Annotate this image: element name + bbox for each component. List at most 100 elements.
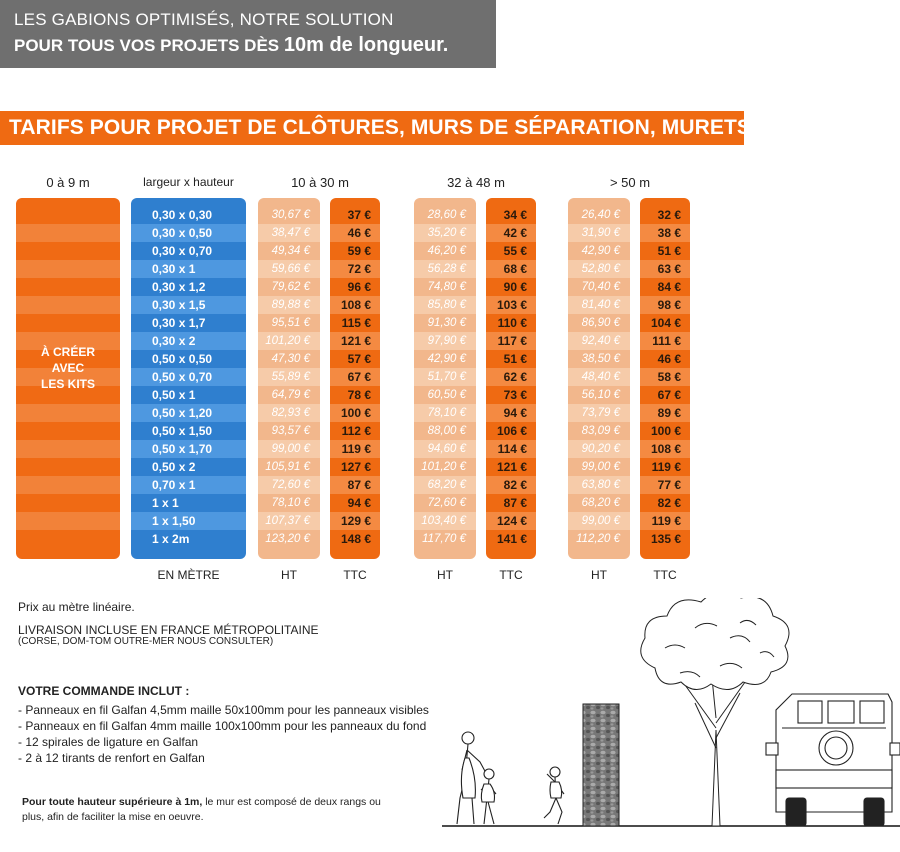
banner-line-1: LES GABIONS OPTIMISÉS, NOTRE SOLUTION (14, 10, 394, 29)
price-ttc-cell: 127 € (340, 460, 371, 474)
ht-column-range-3: 26,40 € 31,90 € 42,90 € 52,80 € 70,40 € 81,40… (568, 198, 630, 559)
price-ht-cell: 72,60 € (427, 497, 466, 509)
price-ht-cell: 64,79 € (271, 389, 310, 401)
price-ht-cell: 123,20 € (265, 533, 310, 545)
price-ht-cell: 56,10 € (581, 389, 620, 401)
price-ht-cell: 46,20 € (427, 245, 466, 257)
price-ht-cell: 82,93 € (258, 404, 320, 422)
price-ttc-cell: 115 € (341, 316, 371, 330)
dimensions-column: 0,30 x 0,30 0,30 x 0,50 0,30 x 0,70 0,30 x … (131, 198, 246, 559)
price-ht-cell: 117,70 € (422, 533, 466, 545)
price-ht-cell: 81,40 € (568, 296, 630, 314)
price-ht-cell: 78,10 € (271, 497, 310, 509)
dimension-cell: 1 x 1,50 (131, 512, 246, 530)
price-ttc-cell: 148 € (340, 532, 371, 546)
price-ttc-cell: 59 € (347, 244, 371, 258)
height-note: Pour toute hauteur supérieure à 1m, le m… (22, 795, 382, 825)
header-dimensions: largeur x hauteur (143, 175, 234, 189)
order-items-list: - Panneaux en fil Galfan 4,5mm maille 50… (18, 702, 429, 766)
price-ttc-cell: 87 € (503, 496, 527, 510)
price-ttc-cell: 114 € (486, 440, 536, 458)
kits-column: À CRÉER AVEC LES KITS (16, 198, 120, 559)
price-ttc-cell: 46 € (657, 352, 681, 366)
kits-stripe (16, 368, 120, 386)
order-title: VOTRE COMMANDE INCLUT : (18, 684, 190, 698)
price-ht-cell: 79,62 € (271, 281, 310, 293)
price-ht-cell: 86,90 € (581, 317, 620, 329)
price-ttc-cell: 37 € (347, 208, 371, 222)
price-ht-cell: 101,20 € (258, 332, 320, 350)
kits-stripe (16, 224, 120, 242)
price-ttc-cell: 106 € (496, 424, 527, 438)
price-ttc-cell: 121 € (330, 332, 380, 350)
price-ht-cell: 31,90 € (568, 224, 630, 242)
dimension-cell: 0,50 x 2 (152, 460, 196, 474)
list-item: - 12 spirales de ligature en Galfan (18, 735, 199, 749)
banner-line-2-prefix: POUR TOUS VOS PROJETS DÈS (14, 36, 280, 55)
price-ttc-cell: 111 € (640, 332, 690, 350)
header-range-2: 32 à 48 m (447, 175, 505, 190)
price-ttc-cell: 117 € (486, 332, 536, 350)
price-ht-cell: 94,60 € (414, 440, 476, 458)
dimension-cell: 0,50 x 1,50 (152, 424, 213, 438)
price-ttc-cell: 110 € (497, 316, 527, 330)
footer-ttc: TTC (343, 568, 367, 582)
price-ttc-cell: 94 € (347, 496, 371, 510)
price-ttc-cell: 34 € (503, 208, 527, 222)
kits-label-line: AVEC (51, 361, 85, 375)
dimension-cell: 1 x 1 (152, 496, 179, 510)
price-ttc-cell: 72 € (330, 260, 380, 278)
price-ht-cell: 83,09 € (581, 425, 620, 437)
price-ttc-cell: 77 € (640, 476, 690, 494)
dimension-cell: 0,50 x 1,20 (131, 404, 246, 422)
price-ttc-cell: 98 € (640, 296, 690, 314)
dimension-cell: 0,50 x 0,70 (131, 368, 246, 386)
gabion-wall (582, 703, 620, 827)
kits-stripe (16, 440, 120, 458)
dimension-cell: 1 x 2m (152, 532, 190, 546)
kits-stripe (16, 476, 120, 494)
price-ht-cell: 70,40 € (581, 281, 620, 293)
header-range-1: 10 à 30 m (291, 175, 349, 190)
kits-label-line: LES KITS (40, 377, 95, 391)
price-ttc-cell: 119 € (651, 460, 681, 474)
price-ttc-cell: 96 € (347, 280, 371, 294)
price-ttc-cell: 135 € (650, 532, 681, 546)
kits-stripe (16, 260, 120, 278)
price-ht-cell: 89,88 € (258, 296, 320, 314)
price-ht-cell: 35,20 € (414, 224, 476, 242)
list-item: - 2 à 12 tirants de renfort en Galfan (18, 751, 205, 765)
price-ttc-cell: 63 € (640, 260, 690, 278)
price-ttc-cell: 104 € (650, 316, 681, 330)
price-ttc-cell: 51 € (657, 244, 681, 258)
dimension-cell: 0,30 x 0,70 (152, 244, 213, 258)
gabion-wall-illustration (442, 598, 900, 827)
price-ht-cell: 73,79 € (568, 404, 630, 422)
price-ht-cell: 99,00 € (568, 512, 630, 530)
price-ttc-cell: 112 € (341, 424, 371, 438)
price-ttc-cell: 89 € (640, 404, 690, 422)
price-ttc-cell: 78 € (347, 388, 371, 402)
price-ttc-cell: 100 € (330, 404, 380, 422)
banner-line-2: POUR TOUS VOS PROJETS DÈS 10m de longueu… (14, 34, 448, 57)
price-ht-cell: 99,00 € (581, 461, 620, 473)
banner-line-2-big: 10m de longueur. (283, 34, 449, 56)
price-ht-cell: 48,40 € (568, 368, 630, 386)
price-ht-cell: 42,90 € (581, 245, 620, 257)
delivery-subnote: (CORSE, DOM-TOM OUTRE-MER NOUS CONSULTER… (18, 636, 274, 647)
price-ht-cell: 112,20 € (576, 533, 620, 545)
footer-dimensions: EN MÈTRE (157, 568, 220, 582)
dimension-cell: 0,30 x 0,30 (152, 208, 213, 222)
dimension-cell: 0,30 x 2 (131, 332, 246, 350)
price-ht-cell: 38,50 € (581, 353, 620, 365)
dimension-cell: 0,30 x 1 (131, 260, 246, 278)
price-ttc-cell: 100 € (650, 424, 681, 438)
price-ttc-cell: 90 € (503, 280, 527, 294)
price-ht-cell: 107,37 € (258, 512, 320, 530)
footer-ttc: TTC (499, 568, 523, 582)
dimension-cell: 0,50 x 1,70 (131, 440, 246, 458)
price-ht-cell: 103,40 € (414, 512, 476, 530)
dimension-cell: 0,70 x 1 (131, 476, 246, 494)
tree-icon (640, 598, 790, 827)
delivery-note: LIVRAISON INCLUSE EN FRANCE MÉTROPOLITAI… (18, 623, 319, 637)
